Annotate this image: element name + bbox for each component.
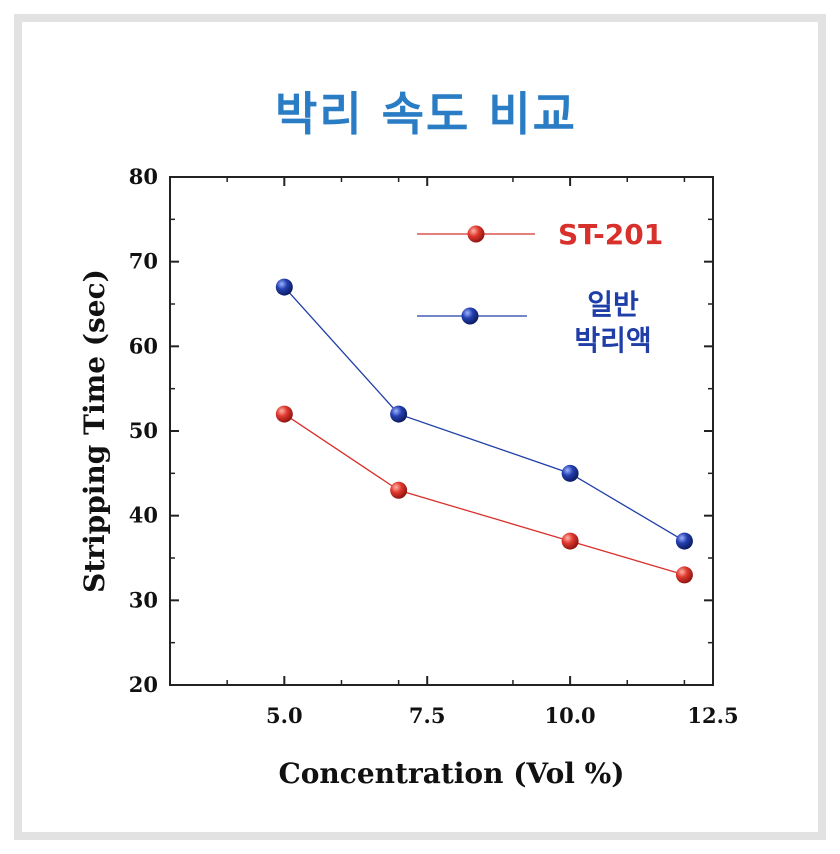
y-axis-label: Stripping Time (sec) xyxy=(78,269,111,593)
legend-marker-1 xyxy=(467,225,485,243)
legend-label-2: 일반 박리액 xyxy=(574,288,651,357)
plot-frame xyxy=(169,176,714,686)
x-tick-label: 10.0 xyxy=(545,703,596,728)
chart-title: 박리 속도 비교 xyxy=(275,87,577,141)
legend-marker-2 xyxy=(461,307,479,325)
data-point xyxy=(561,532,579,550)
y-tick-label: 20 xyxy=(129,672,158,697)
data-point xyxy=(675,566,693,584)
data-point xyxy=(561,464,579,482)
x-tick-label: 7.5 xyxy=(409,703,446,728)
y-tick-label: 60 xyxy=(129,333,158,358)
legend-label-line: 박리액 xyxy=(574,324,651,357)
legend-label-1: ST-201 xyxy=(558,218,663,251)
data-point xyxy=(390,405,408,423)
y-tick-label: 70 xyxy=(129,249,158,274)
legend-label-line: 일반 xyxy=(587,288,639,321)
y-tick-label: 30 xyxy=(129,587,158,612)
x-tick-label: 12.5 xyxy=(687,703,738,728)
data-point xyxy=(675,532,693,550)
data-point xyxy=(275,405,293,423)
x-axis-label: Concentration (Vol %) xyxy=(278,757,624,790)
chart-frame: 박리 속도 비교 xyxy=(14,14,826,840)
data-point xyxy=(390,481,408,499)
series-line-2 xyxy=(283,286,685,542)
data-point xyxy=(275,278,293,296)
legend-label-line: ST-201 xyxy=(558,218,663,251)
y-tick-label: 40 xyxy=(129,503,158,528)
x-tick-label: 5.0 xyxy=(266,703,303,728)
series-line-1 xyxy=(283,413,685,576)
y-tick-label: 50 xyxy=(129,418,158,443)
y-tick-label: 80 xyxy=(129,164,158,189)
